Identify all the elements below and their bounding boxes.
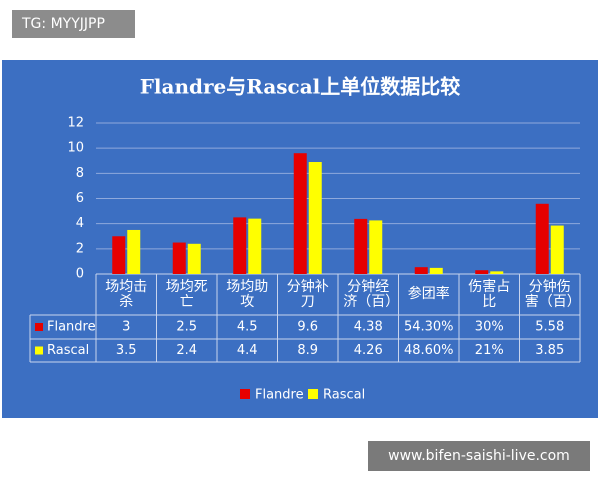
bar bbox=[535, 203, 549, 274]
table-value: 21% bbox=[475, 343, 504, 358]
table-value: 54.30% bbox=[404, 320, 454, 335]
table-value: 3.85 bbox=[535, 343, 564, 358]
x-tick-label: 分钟经济（百） bbox=[343, 278, 399, 310]
bar bbox=[414, 267, 428, 274]
x-tick-cell: 分钟伤害（百） bbox=[524, 278, 580, 310]
bar bbox=[369, 220, 383, 274]
legend-key bbox=[240, 389, 250, 399]
bar bbox=[308, 162, 322, 274]
table-row-label: Rascal bbox=[47, 343, 89, 358]
chart-title: Flandre与Rascal上单位数据比较 bbox=[140, 75, 461, 99]
bar bbox=[127, 229, 141, 274]
watermark: www.bifen-saishi-live.com bbox=[388, 448, 570, 464]
bar bbox=[475, 270, 489, 274]
watermark-box bbox=[12, 10, 135, 38]
x-tick-cell: 伤害占比 bbox=[468, 278, 511, 310]
table-value: 4.38 bbox=[354, 320, 383, 335]
table-key bbox=[35, 346, 43, 355]
x-tick-label: 分钟伤害（百） bbox=[524, 278, 580, 310]
watermark: TG: MYYJJPP bbox=[21, 16, 105, 32]
table-key bbox=[35, 323, 43, 331]
y-tick-label: 4 bbox=[76, 216, 84, 231]
bar bbox=[354, 218, 368, 274]
x-tick-cell: 场均死亡 bbox=[165, 278, 208, 310]
legend-label: Rascal bbox=[323, 388, 365, 403]
x-tick-label: 伤害占比 bbox=[468, 278, 511, 310]
watermark-box bbox=[368, 441, 590, 471]
x-tick-cell: 分钟经济（百） bbox=[343, 278, 399, 310]
bar bbox=[293, 153, 307, 274]
bar bbox=[233, 217, 247, 274]
table-row-label: Flandre bbox=[47, 320, 96, 335]
y-tick-label: 0 bbox=[76, 267, 84, 282]
table-value: 4.26 bbox=[354, 343, 383, 358]
table-value: 2.4 bbox=[176, 343, 197, 358]
legend-label: Flandre bbox=[255, 388, 304, 403]
table-value: 3 bbox=[122, 320, 130, 335]
y-tick-label: 12 bbox=[67, 116, 84, 131]
bar bbox=[490, 271, 504, 274]
x-tick-label: 场均死亡 bbox=[165, 278, 208, 310]
x-tick-cell: 场均助攻 bbox=[226, 278, 269, 310]
x-tick-cell: 场均击杀 bbox=[105, 278, 148, 310]
x-tick-label: 场均助攻 bbox=[226, 278, 269, 310]
table-value: 4.5 bbox=[237, 320, 258, 335]
table-value: 48.60% bbox=[404, 343, 454, 358]
x-tick-label: 参团率 bbox=[407, 286, 450, 302]
bar bbox=[172, 242, 186, 274]
x-tick-label: 分钟补刀 bbox=[286, 278, 329, 310]
x-tick-label: 场均击杀 bbox=[105, 278, 148, 310]
table-value: 30% bbox=[475, 320, 504, 335]
table-value: 9.6 bbox=[297, 320, 318, 335]
bar bbox=[187, 243, 201, 274]
y-tick-label: 6 bbox=[76, 191, 84, 206]
x-tick-cell: 参团率 bbox=[407, 286, 450, 302]
table-value: 8.9 bbox=[297, 343, 318, 358]
table-value: 5.58 bbox=[535, 320, 564, 335]
y-tick-label: 2 bbox=[76, 241, 84, 256]
bar bbox=[550, 225, 564, 274]
table-value: 4.4 bbox=[237, 343, 258, 358]
table-value: 3.5 bbox=[116, 343, 137, 358]
bar bbox=[429, 267, 443, 274]
bar bbox=[248, 218, 262, 274]
bar bbox=[112, 236, 126, 274]
y-tick-label: 10 bbox=[67, 141, 84, 156]
x-tick-cell: 分钟补刀 bbox=[286, 278, 329, 310]
y-tick-label: 8 bbox=[76, 166, 84, 181]
legend-key bbox=[308, 389, 318, 399]
table-value: 2.5 bbox=[176, 320, 197, 335]
